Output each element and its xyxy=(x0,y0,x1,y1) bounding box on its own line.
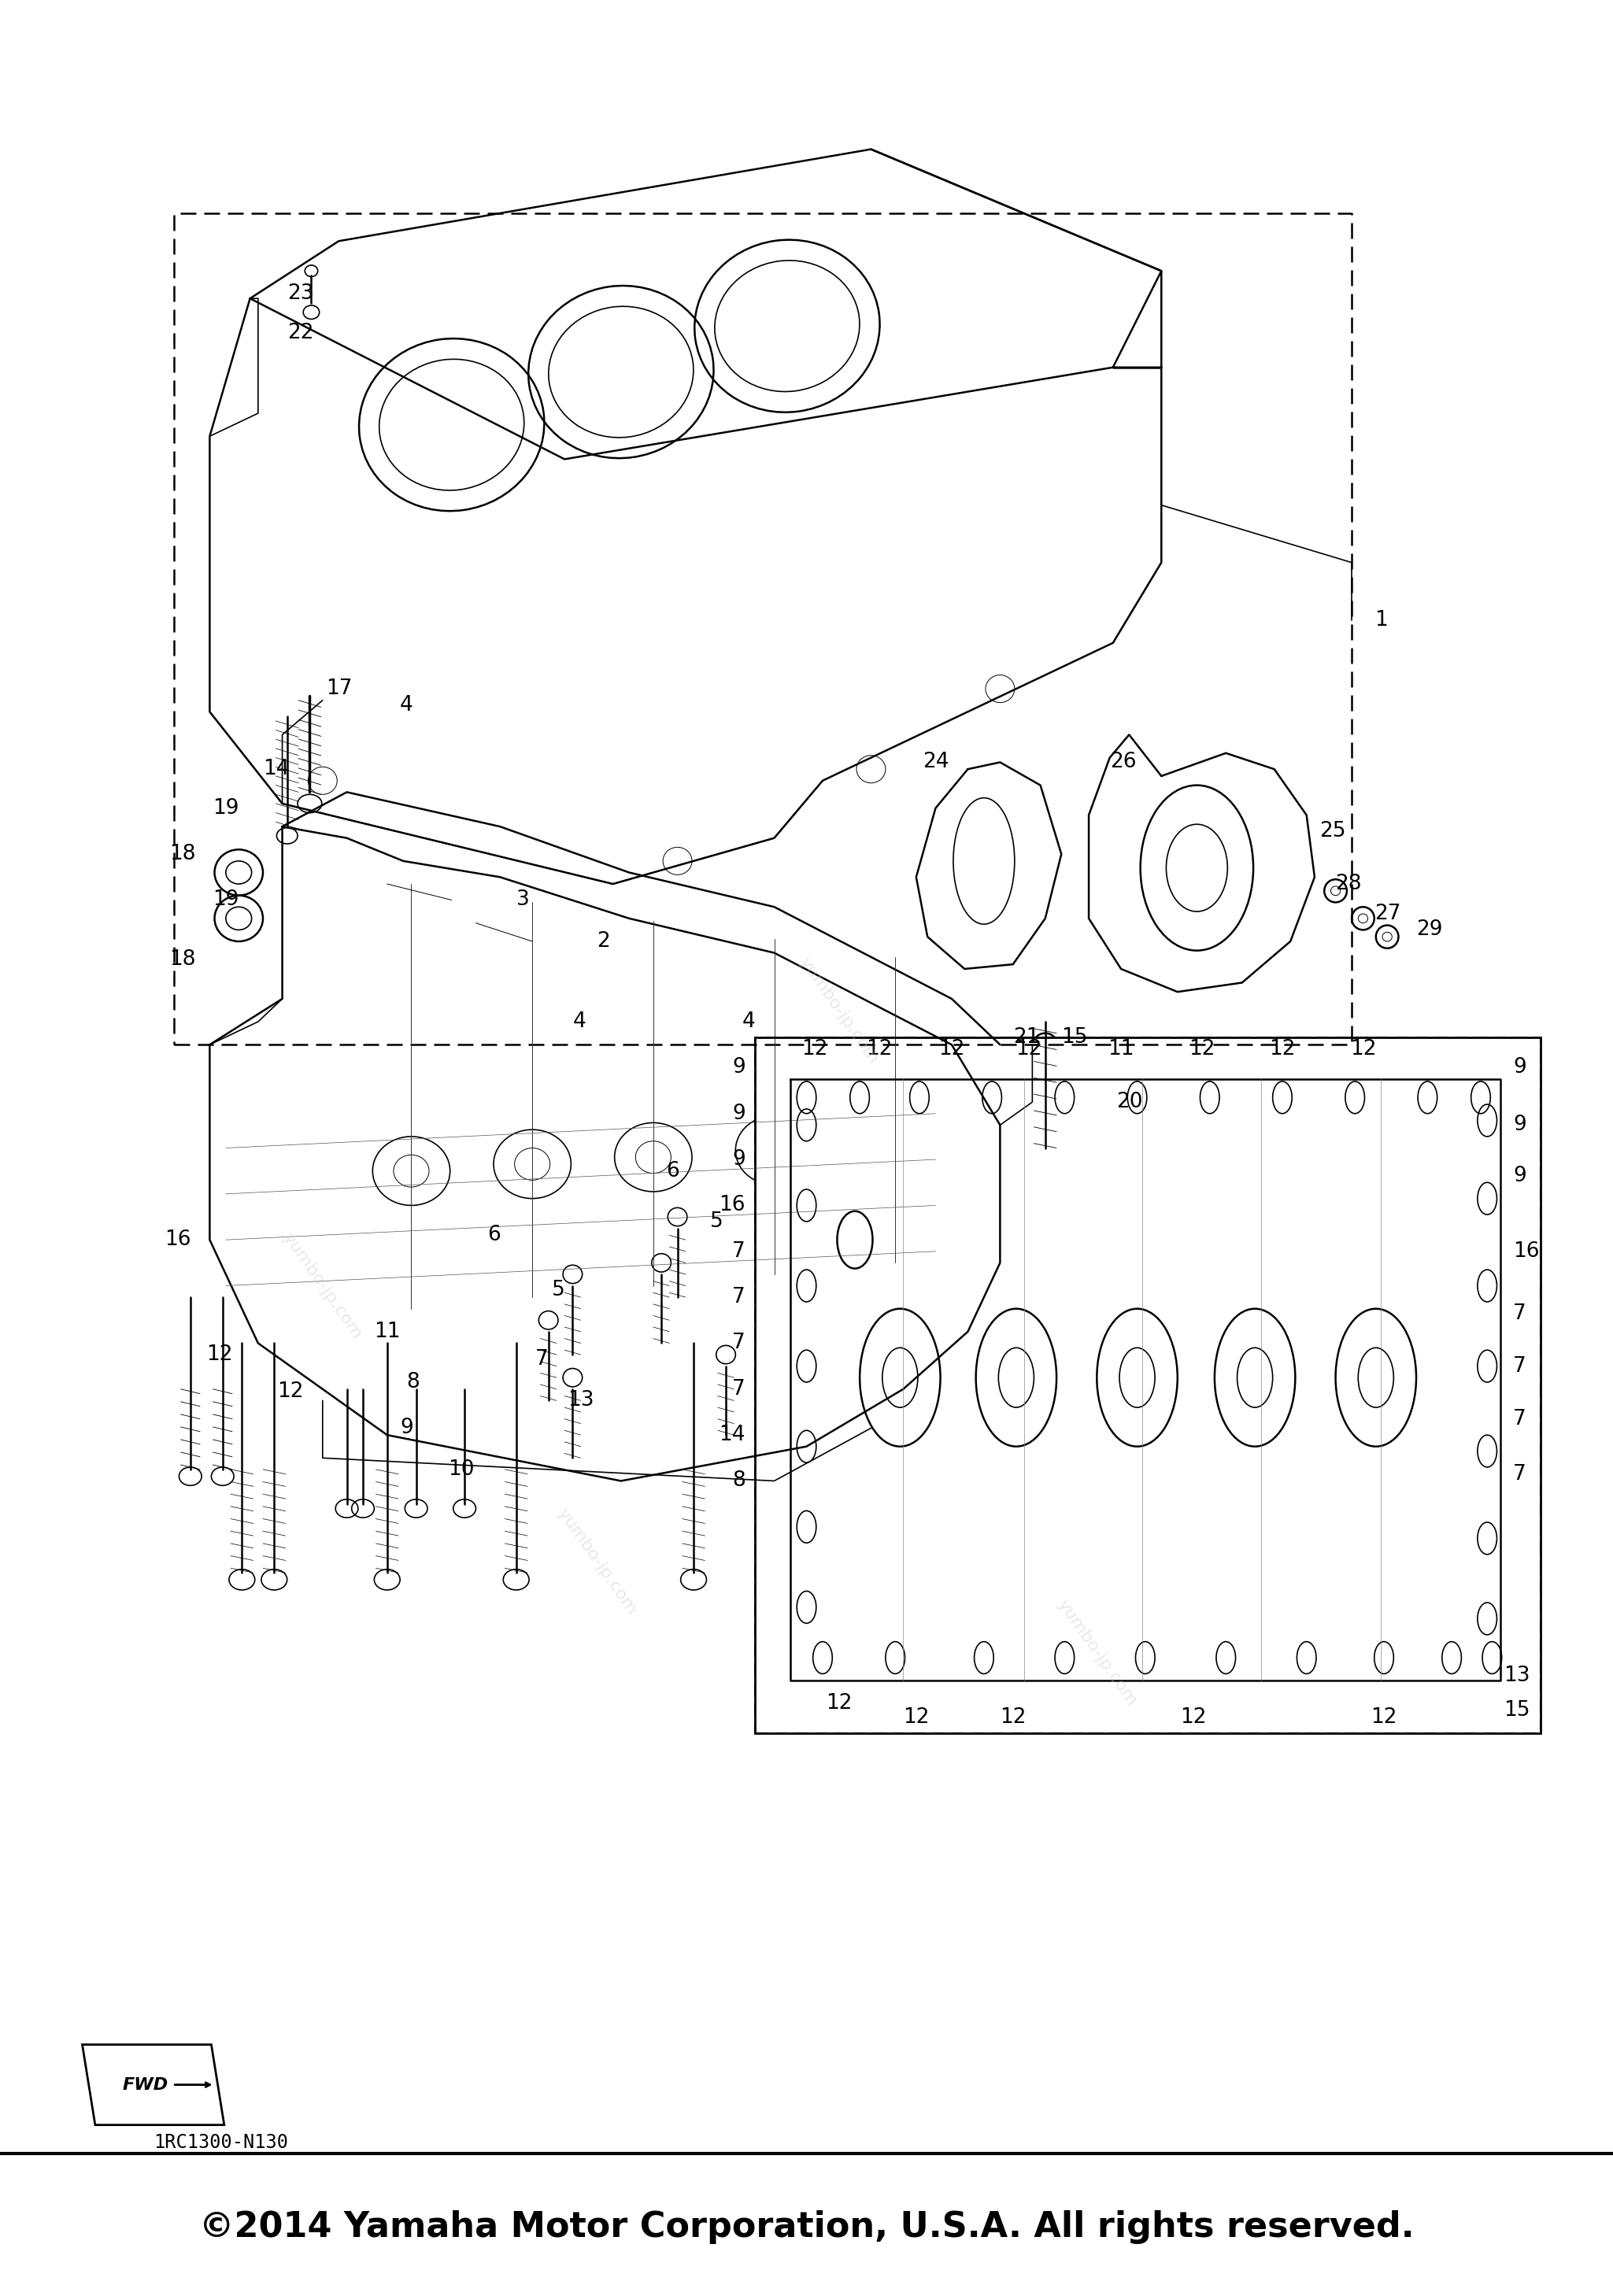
FancyBboxPatch shape xyxy=(755,1038,1540,1733)
Text: 7: 7 xyxy=(536,1350,548,1368)
Text: yumbo-jp.com: yumbo-jp.com xyxy=(555,1506,639,1616)
Text: 8: 8 xyxy=(406,1373,419,1391)
Text: 11: 11 xyxy=(1108,1040,1134,1058)
Text: yumbo-jp.com: yumbo-jp.com xyxy=(1055,1598,1139,1708)
Text: 15: 15 xyxy=(1061,1029,1087,1047)
Text: 7: 7 xyxy=(1513,1465,1526,1483)
Text: 5: 5 xyxy=(552,1281,565,1300)
Text: yumbo-jp.com: yumbo-jp.com xyxy=(281,1231,365,1341)
Text: 12: 12 xyxy=(1016,1040,1042,1058)
Text: 17: 17 xyxy=(326,680,352,698)
Text: 7: 7 xyxy=(732,1334,745,1352)
Text: 1RC1300-N130: 1RC1300-N130 xyxy=(153,2133,287,2151)
Text: 7: 7 xyxy=(732,1380,745,1398)
Text: 7: 7 xyxy=(1513,1410,1526,1428)
Text: 23: 23 xyxy=(287,285,313,303)
Text: 7: 7 xyxy=(1513,1357,1526,1375)
Text: 12: 12 xyxy=(939,1040,965,1058)
Text: 10: 10 xyxy=(448,1460,474,1479)
Text: 12: 12 xyxy=(1000,1708,1026,1727)
Text: 27: 27 xyxy=(1374,905,1400,923)
Text: 12: 12 xyxy=(1269,1040,1295,1058)
Text: 4: 4 xyxy=(573,1013,586,1031)
Text: 12: 12 xyxy=(903,1708,929,1727)
Text: 14: 14 xyxy=(719,1426,745,1444)
Text: 8: 8 xyxy=(732,1472,745,1490)
Text: 26: 26 xyxy=(1110,753,1136,771)
Text: 20: 20 xyxy=(1116,1093,1142,1111)
Text: yumbo-jp.com: yumbo-jp.com xyxy=(797,955,881,1065)
Text: 16: 16 xyxy=(719,1196,745,1215)
Text: 19: 19 xyxy=(213,799,239,817)
Text: 3: 3 xyxy=(516,891,529,909)
Text: 29: 29 xyxy=(1416,921,1442,939)
Text: 7: 7 xyxy=(732,1242,745,1261)
Text: 16: 16 xyxy=(1513,1242,1539,1261)
Text: 18: 18 xyxy=(169,951,195,969)
Text: 1: 1 xyxy=(1374,611,1387,629)
Text: 14: 14 xyxy=(263,760,289,778)
Text: 9: 9 xyxy=(400,1419,413,1437)
Text: 24: 24 xyxy=(923,753,948,771)
Text: 9: 9 xyxy=(732,1150,745,1169)
Text: FWD: FWD xyxy=(123,2078,168,2092)
Text: 13: 13 xyxy=(1503,1667,1529,1685)
Text: 9: 9 xyxy=(1513,1058,1526,1077)
Text: 9: 9 xyxy=(732,1104,745,1123)
Text: 12: 12 xyxy=(1189,1040,1215,1058)
Text: 12: 12 xyxy=(1371,1708,1397,1727)
Text: 5: 5 xyxy=(710,1212,723,1231)
Text: 21: 21 xyxy=(1013,1029,1039,1047)
Text: 15: 15 xyxy=(1503,1701,1529,1720)
Text: 12: 12 xyxy=(206,1345,232,1364)
Text: 12: 12 xyxy=(1181,1708,1207,1727)
Text: 9: 9 xyxy=(1513,1166,1526,1185)
Text: 13: 13 xyxy=(568,1391,594,1410)
Text: 4: 4 xyxy=(400,696,413,714)
Text: 6: 6 xyxy=(487,1226,500,1244)
Text: 4: 4 xyxy=(742,1013,755,1031)
Text: 12: 12 xyxy=(866,1040,892,1058)
Text: 12: 12 xyxy=(802,1040,827,1058)
Text: ©2014 Yamaha Motor Corporation, U.S.A. All rights reserved.: ©2014 Yamaha Motor Corporation, U.S.A. A… xyxy=(198,2211,1415,2243)
Text: 19: 19 xyxy=(213,891,239,909)
Text: 16: 16 xyxy=(165,1231,190,1249)
Text: 2: 2 xyxy=(597,932,610,951)
Text: 18: 18 xyxy=(169,845,195,863)
Text: 6: 6 xyxy=(666,1162,679,1180)
Text: 12: 12 xyxy=(826,1694,852,1713)
Text: 25: 25 xyxy=(1319,822,1345,840)
Text: 12: 12 xyxy=(1350,1040,1376,1058)
Text: 22: 22 xyxy=(287,324,313,342)
Text: 11: 11 xyxy=(374,1322,400,1341)
Text: 9: 9 xyxy=(732,1058,745,1077)
Text: 7: 7 xyxy=(1513,1304,1526,1322)
Text: 7: 7 xyxy=(732,1288,745,1306)
Text: 28: 28 xyxy=(1336,875,1361,893)
Text: 12: 12 xyxy=(277,1382,303,1401)
Text: 9: 9 xyxy=(1513,1116,1526,1134)
